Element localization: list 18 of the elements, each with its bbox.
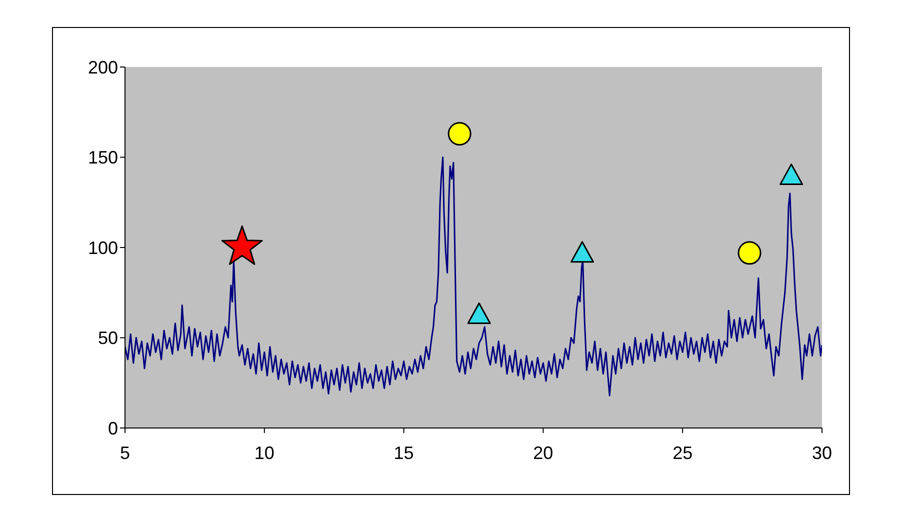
- y-tick-label: 150: [88, 148, 118, 168]
- x-tick-label: 20: [533, 442, 554, 463]
- y-tick-label: 200: [88, 57, 118, 78]
- x-tick-label: 10: [254, 442, 274, 463]
- point: [448, 122, 472, 146]
- point: [780, 164, 804, 186]
- y-tick-label: 50: [98, 328, 118, 348]
- x-tick-label: 30: [812, 442, 832, 463]
- x-tick-label: 15: [394, 442, 414, 463]
- y-tick-label: 0: [108, 418, 118, 438]
- point: [221, 225, 263, 265]
- point: [738, 241, 762, 265]
- x-tick-label: 5: [120, 442, 130, 463]
- point: [570, 241, 594, 263]
- line-series: [125, 156, 822, 396]
- x-tick-label: 25: [672, 442, 693, 463]
- y-tick-label: 100: [88, 238, 118, 258]
- point: [467, 302, 491, 324]
